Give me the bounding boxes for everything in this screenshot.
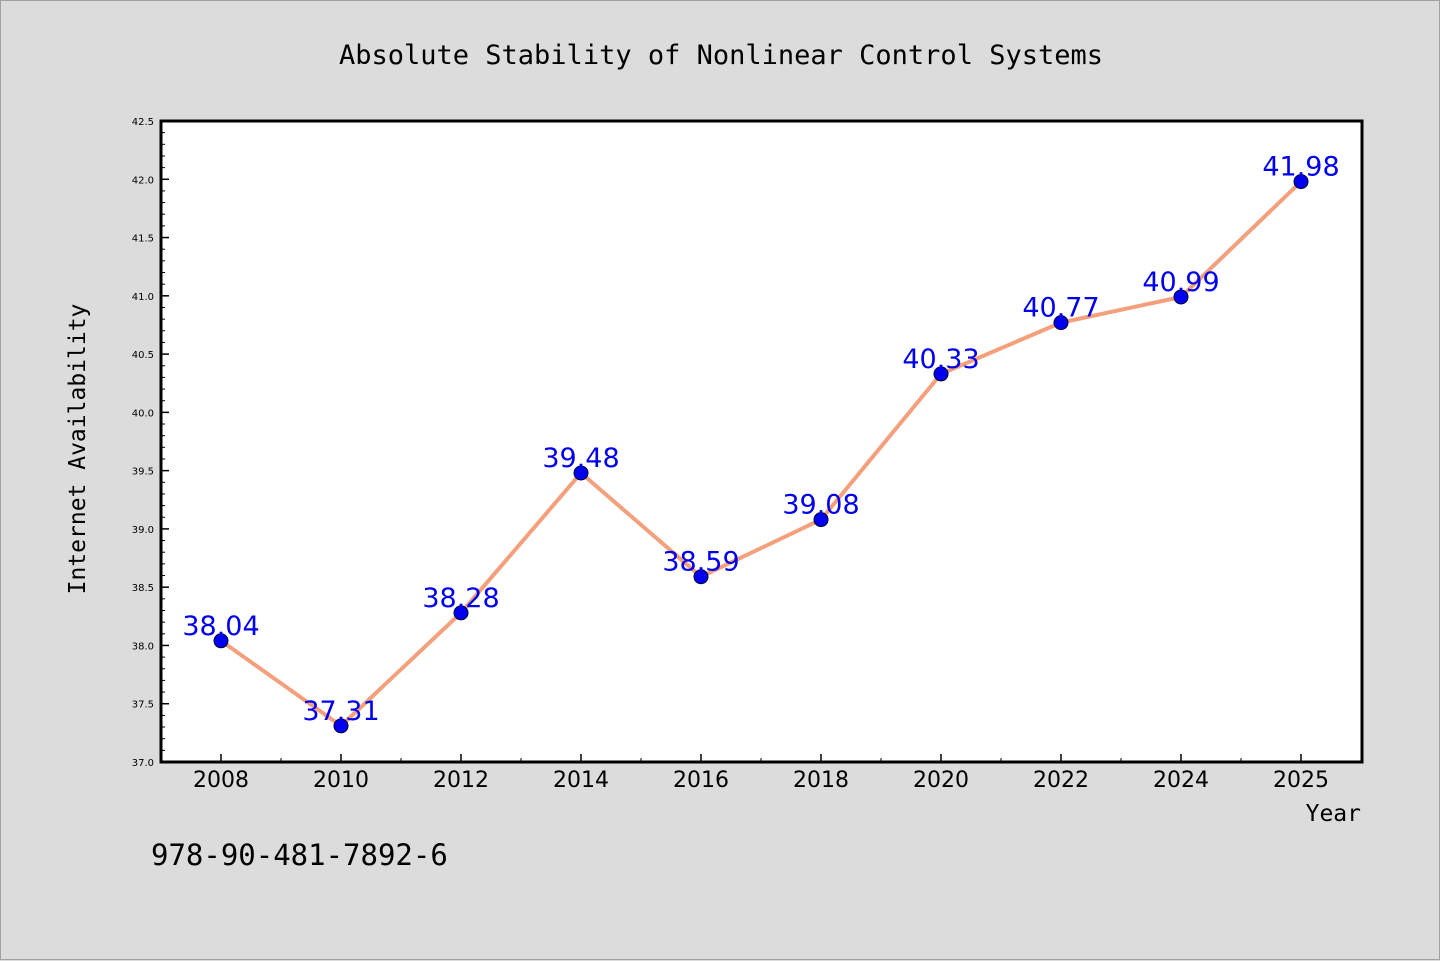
- y-tick-label: 40.0: [132, 408, 154, 419]
- y-tick-label: 40.5: [132, 350, 154, 361]
- y-tick-label: 41.0: [132, 292, 154, 303]
- x-tick-label: 2018: [793, 768, 849, 793]
- y-tick-label: 38.0: [132, 641, 154, 652]
- y-tick-label: 37.0: [132, 758, 154, 769]
- data-point: [213, 633, 229, 649]
- data-point: [453, 605, 469, 621]
- y-tick-label: 39.0: [132, 525, 154, 536]
- chart-title: Absolute Stability of Nonlinear Control …: [339, 40, 1103, 71]
- data-point: [1173, 289, 1189, 305]
- y-tick-label: 37.5: [132, 700, 154, 711]
- isbn-code: 978-90-481-7892-6: [151, 838, 448, 872]
- data-label: 37.31: [302, 696, 379, 727]
- data-point: [933, 366, 949, 382]
- data-point: [693, 569, 709, 585]
- x-tick-label: 2012: [433, 768, 489, 793]
- x-tick-label: 2010: [313, 768, 369, 793]
- data-label: 38.04: [182, 611, 259, 642]
- series-line: [219, 179, 1303, 728]
- data-label: 40.33: [902, 344, 979, 375]
- x-tick-label: 2025: [1273, 768, 1329, 793]
- x-tick-label: 2020: [913, 768, 969, 793]
- y-tick-label: 42.0: [132, 175, 154, 186]
- y-tick-label: 39.5: [132, 467, 154, 478]
- data-label: 39.08: [782, 490, 859, 521]
- y-axis-label: Internet Availability: [65, 304, 91, 595]
- y-tick-label: 41.5: [132, 234, 154, 245]
- data-point: [333, 718, 349, 734]
- data-label: 41.98: [1262, 152, 1339, 183]
- data-label: 40.77: [1022, 293, 1099, 324]
- y-tick-label: 38.5: [132, 583, 154, 594]
- data-labels: 38.04 37.31 38.28 39.48 38.59 39.08 40.33 40.77…: [182, 152, 1339, 727]
- x-tick-label: 2016: [673, 768, 729, 793]
- data-label: 39.48: [542, 443, 619, 474]
- data-point: [1293, 174, 1309, 190]
- data-label: 38.59: [662, 547, 739, 578]
- data-label: 40.99: [1142, 267, 1219, 298]
- x-axis-label: Year: [1306, 801, 1361, 827]
- data-point: [573, 465, 589, 481]
- x-tick-label: 2008: [193, 768, 249, 793]
- x-tick-label: 2024: [1153, 768, 1209, 793]
- data-point: [1053, 315, 1069, 331]
- x-tick-label: 2022: [1033, 768, 1089, 793]
- data-point: [813, 512, 829, 528]
- y-axis: 37.0 37.5 38.0 38.5 39.0 39.5 40.0 40.5 41.0 41.5…: [132, 117, 169, 769]
- plot-area: [159, 119, 1364, 764]
- x-axis: 2008 2010 2012 2014 2016 2018 2020 2022 2024 2025: [193, 754, 1329, 793]
- series-layer: [213, 174, 1309, 734]
- x-tick-label: 2014: [553, 768, 609, 793]
- data-label: 38.28: [422, 583, 499, 614]
- y-tick-label: 42.5: [132, 117, 154, 128]
